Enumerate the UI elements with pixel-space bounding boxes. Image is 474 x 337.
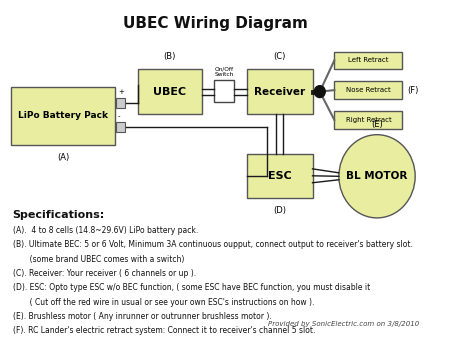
Circle shape	[314, 86, 325, 97]
Text: Provided by SonicElectric.com on 3/8/2010: Provided by SonicElectric.com on 3/8/201…	[268, 321, 419, 327]
FancyBboxPatch shape	[11, 87, 115, 145]
Text: (D): (D)	[273, 206, 286, 215]
Text: ( Cut off the red wire in usual or see your own ESC's instructions on how ).: ( Cut off the red wire in usual or see y…	[13, 298, 314, 307]
Circle shape	[339, 135, 415, 218]
Text: ESC: ESC	[268, 171, 292, 181]
Text: (C). Receiver: Your receiver ( 6 channels or up ).: (C). Receiver: Your receiver ( 6 channel…	[13, 269, 196, 278]
Text: LiPo Battery Pack: LiPo Battery Pack	[18, 112, 108, 120]
Text: (F): (F)	[407, 86, 419, 95]
Text: (some brand UBEC comes with a switch): (some brand UBEC comes with a switch)	[13, 254, 184, 264]
Text: (E). Brushless motor ( Any inrunner or outrunner brushless motor ).: (E). Brushless motor ( Any inrunner or o…	[13, 312, 272, 321]
Text: (F). RC Lander's electric retract system: Connect it to receiver's channel 5 slo: (F). RC Lander's electric retract system…	[13, 326, 315, 335]
Text: UBEC: UBEC	[153, 87, 186, 97]
Text: -: -	[118, 113, 120, 119]
FancyBboxPatch shape	[334, 81, 402, 99]
Text: (E): (E)	[371, 120, 383, 129]
Text: (A): (A)	[57, 153, 69, 161]
Text: Left Retract: Left Retract	[348, 57, 389, 63]
Text: UBEC Wiring Diagram: UBEC Wiring Diagram	[123, 16, 308, 31]
Text: Receiver: Receiver	[254, 87, 305, 97]
FancyBboxPatch shape	[116, 98, 125, 108]
Text: (C): (C)	[273, 53, 286, 61]
FancyBboxPatch shape	[247, 154, 312, 198]
Text: BL MOTOR: BL MOTOR	[346, 171, 408, 181]
FancyBboxPatch shape	[334, 111, 402, 129]
Text: Right Retract: Right Retract	[346, 117, 391, 123]
FancyBboxPatch shape	[334, 52, 402, 69]
Text: (D). ESC: Opto type ESC w/o BEC function, ( some ESC have BEC function, you must: (D). ESC: Opto type ESC w/o BEC function…	[13, 283, 370, 292]
FancyBboxPatch shape	[214, 80, 234, 102]
FancyBboxPatch shape	[138, 69, 201, 114]
Text: +: +	[118, 89, 124, 95]
Text: Specifications:: Specifications:	[13, 210, 105, 220]
Text: Nose Retract: Nose Retract	[346, 87, 391, 93]
Text: (A).  4 to 8 cells (14.8~29.6V) LiPo battery pack.: (A). 4 to 8 cells (14.8~29.6V) LiPo batt…	[13, 226, 198, 235]
FancyBboxPatch shape	[247, 69, 312, 114]
Text: (B). Ultimate BEC: 5 or 6 Volt, Minimum 3A continuous oupput, connect output to : (B). Ultimate BEC: 5 or 6 Volt, Minimum …	[13, 240, 412, 249]
Text: On/Off
Switch: On/Off Switch	[215, 66, 234, 77]
FancyBboxPatch shape	[116, 122, 125, 132]
Text: (B): (B)	[164, 53, 176, 61]
